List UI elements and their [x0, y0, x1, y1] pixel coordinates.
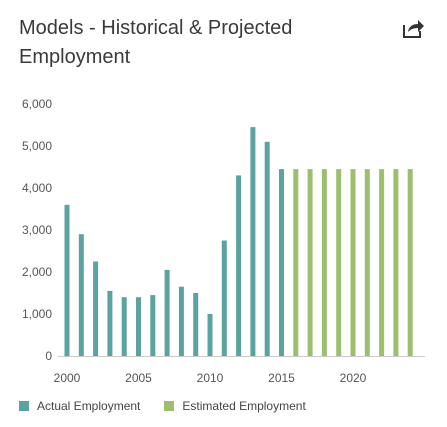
bar-estimated[interactable]	[321, 169, 327, 356]
bar-actual[interactable]	[250, 127, 256, 356]
y-tick-label: 1,000	[22, 307, 52, 321]
bar-actual[interactable]	[193, 293, 199, 356]
bar-actual[interactable]	[150, 295, 156, 356]
bar-actual[interactable]	[221, 240, 227, 357]
bar-estimated[interactable]	[393, 169, 399, 356]
bar-estimated[interactable]	[407, 169, 413, 356]
legend-label-estimated: Estimated Employment	[182, 399, 306, 413]
y-tick-label: 6,000	[22, 97, 52, 111]
legend-label-actual: Actual Employment	[37, 399, 141, 413]
legend-swatch-actual	[19, 401, 29, 411]
bar-actual[interactable]	[136, 297, 141, 356]
bar-estimated[interactable]	[293, 169, 299, 356]
share-icon[interactable]	[400, 16, 426, 40]
bar-actual[interactable]	[64, 204, 70, 356]
bar-actual[interactable]	[279, 169, 284, 356]
x-tick-label: 2010	[197, 371, 224, 385]
legend-swatch-estimated	[164, 401, 175, 411]
y-tick-label: 3,000	[22, 223, 52, 237]
x-tick-label: 2005	[125, 371, 152, 385]
bar-actual[interactable]	[107, 290, 113, 356]
bar-actual[interactable]	[93, 261, 99, 357]
bar-actual[interactable]	[121, 297, 127, 356]
y-tick-label: 4,000	[22, 181, 52, 195]
y-axis-ticks: 0 1,000 2,000 3,000 4,000 5,000 6,000	[22, 97, 52, 363]
bar-estimated[interactable]	[379, 169, 385, 356]
bar-chart: 0 1,000 2,000 3,000 4,000 5,000 6,000 2000 2005…	[22, 97, 425, 385]
legend: Actual Employment Estimated Employment	[19, 399, 306, 413]
x-tick-label: 2015	[268, 371, 295, 385]
x-tick-label: 2000	[54, 371, 81, 385]
x-axis-ticks: 2000 2005 2010 2015 2020	[54, 371, 367, 385]
y-tick-label: 2,000	[22, 265, 52, 279]
x-tick-label: 2020	[340, 371, 367, 385]
bar-estimated[interactable]	[336, 169, 342, 356]
legend-item-estimated[interactable]: Estimated Employment	[164, 399, 306, 413]
bars	[64, 127, 413, 357]
y-tick-label: 0	[45, 349, 52, 363]
chart-title: Models - Historical & Projected Employme…	[19, 17, 293, 68]
bar-actual[interactable]	[207, 314, 213, 356]
bar-estimated[interactable]	[364, 169, 370, 356]
bar-actual[interactable]	[164, 269, 170, 356]
bar-actual[interactable]	[264, 141, 270, 356]
y-tick-label: 5,000	[22, 139, 52, 153]
bar-estimated[interactable]	[350, 169, 356, 356]
bar-actual[interactable]	[78, 234, 84, 356]
bar-actual[interactable]	[178, 286, 184, 356]
bar-actual[interactable]	[236, 175, 242, 356]
bar-estimated[interactable]	[307, 169, 313, 356]
legend-item-actual[interactable]: Actual Employment	[19, 399, 140, 413]
